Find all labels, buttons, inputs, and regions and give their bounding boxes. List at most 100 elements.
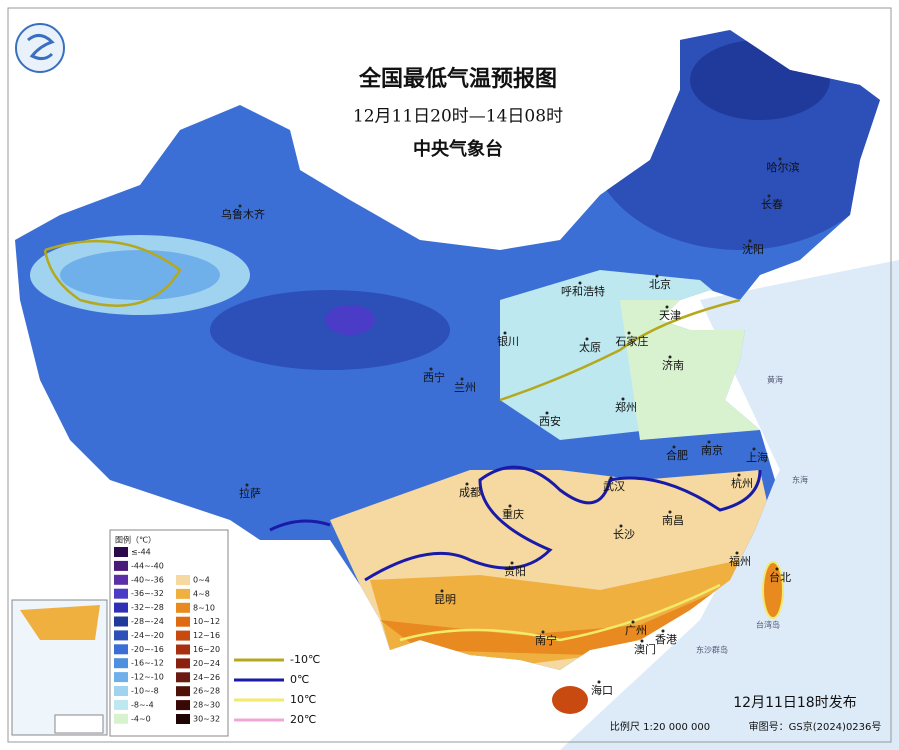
city-dot — [668, 355, 672, 359]
legend-swatch — [114, 686, 128, 696]
city-label: 澳门 — [634, 642, 656, 656]
scale: 比例尺 1:20 000 000 — [610, 720, 710, 733]
city-dot — [503, 331, 507, 335]
city-dot — [655, 274, 659, 278]
city-label: 合肥 — [666, 448, 688, 462]
legend-label: -16~-12 — [131, 659, 164, 668]
legend-label: 20~24 — [193, 659, 220, 668]
city-label: 海口 — [591, 683, 613, 697]
legend-swatch — [114, 560, 128, 571]
legend-label: -4~0 — [131, 714, 151, 723]
city-dot — [661, 629, 665, 633]
city-dot — [707, 440, 711, 444]
city-dot — [465, 482, 469, 486]
legend-swatch — [176, 616, 190, 627]
city-label: 长春 — [761, 198, 783, 211]
legend-label: -32~-28 — [131, 603, 164, 612]
issued: 12月11日18时发布 — [733, 695, 856, 711]
city-label: 昆明 — [434, 593, 456, 606]
city-dot — [429, 367, 433, 371]
city-dot — [440, 589, 444, 593]
legend-swatch — [176, 630, 190, 641]
legend-label: 8~10 — [193, 603, 215, 612]
legend-label: 26~28 — [193, 687, 220, 696]
sea-label: 黄海 — [767, 375, 783, 385]
inset-map — [11, 599, 108, 736]
taiwan — [762, 561, 784, 619]
city-dot — [672, 445, 676, 449]
city-label: 哈尔滨 — [767, 160, 800, 174]
legend-swatch — [176, 644, 190, 655]
city-label: 西宁 — [423, 370, 445, 384]
hainan — [552, 686, 588, 714]
isotherm-label: -10℃ — [290, 653, 320, 666]
legend-label: -10~-8 — [131, 687, 159, 696]
city-dot — [597, 680, 601, 684]
city-dot — [578, 281, 582, 285]
legend-label: 4~8 — [193, 589, 210, 598]
city-label: 太原 — [579, 341, 601, 354]
city-dot — [665, 305, 669, 309]
legend-swatch — [114, 713, 128, 724]
city-label: 福州 — [729, 554, 751, 568]
title: 全国最低气温预报图 — [358, 66, 557, 92]
city-dot — [668, 510, 672, 514]
legend-label: -8~-4 — [131, 700, 154, 709]
agency: 中央气象台 — [413, 138, 503, 160]
city-label: 石家庄 — [616, 334, 649, 348]
city-dot — [767, 194, 771, 198]
legend-label: 24~26 — [193, 673, 220, 682]
city-dot — [752, 447, 756, 451]
legend-swatch — [114, 658, 128, 669]
city-dot — [627, 331, 631, 335]
sea-label: 台湾岛 — [756, 620, 780, 630]
frame — [7, 7, 892, 743]
legend-label: -24~-20 — [131, 631, 164, 640]
isotherm-0 — [269, 519, 331, 532]
legend-swatch — [114, 574, 128, 585]
city-label: 南宁 — [535, 633, 557, 647]
city-label: 天津 — [659, 309, 681, 322]
legend-label: 30~32 — [193, 715, 220, 724]
legend-label: -20~-16 — [131, 645, 164, 654]
legend-label: -36~-32 — [131, 589, 164, 598]
isotherm-label: 10℃ — [290, 693, 316, 706]
legend-swatch — [114, 616, 128, 627]
legend-swatch — [114, 630, 128, 641]
city-label: 沈阳 — [742, 242, 764, 256]
isotherm-label: 0℃ — [290, 673, 309, 686]
city-label: 南京 — [701, 443, 723, 457]
legend-swatch — [114, 699, 128, 710]
legend-label: 10~12 — [193, 617, 220, 626]
city-label: 杭州 — [731, 476, 753, 490]
city-dot — [460, 377, 464, 381]
city-label: 兰州 — [454, 381, 476, 394]
sea-label: 东沙群岛 — [696, 645, 728, 655]
legend-swatch — [176, 672, 190, 683]
city-dot — [510, 561, 514, 565]
isotherm-minus10 — [499, 298, 741, 402]
legend-label: 16~20 — [193, 645, 220, 654]
city-label: 长沙 — [613, 528, 635, 541]
legend-swatch — [176, 658, 190, 669]
legend-swatch — [176, 714, 190, 724]
isotherm-minus10 — [43, 239, 182, 307]
legend-swatch — [176, 575, 190, 585]
city-dot — [508, 504, 512, 508]
city-label: 广州 — [625, 624, 647, 637]
sea-label: 东海 — [792, 475, 808, 485]
city-label: 拉萨 — [239, 486, 261, 500]
isotherm-0 — [364, 465, 762, 582]
legend-label: 28~30 — [193, 701, 220, 710]
city-dot — [541, 630, 545, 634]
city-label: 武汉 — [603, 480, 625, 493]
legend-label: -28~-24 — [131, 617, 164, 626]
city-label: 北京 — [649, 277, 671, 291]
city-dot — [245, 483, 249, 487]
period: 12月11日20时—14日08时 — [353, 107, 563, 127]
city-label: 成都 — [459, 486, 481, 499]
city-dot — [631, 620, 635, 624]
city-dot — [775, 567, 779, 571]
legend-box — [109, 529, 229, 737]
city-label: 济南 — [662, 358, 684, 372]
